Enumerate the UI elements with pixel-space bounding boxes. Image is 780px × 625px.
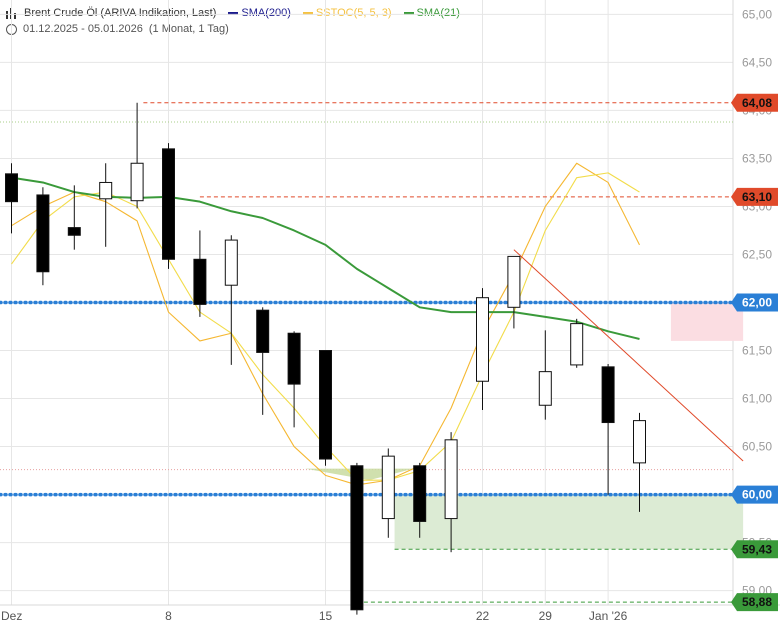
legend-sma200-swatch: [228, 11, 239, 15]
candle-down[interactable]: [162, 148, 175, 260]
candle-up[interactable]: [381, 455, 395, 520]
price-badge: [731, 187, 778, 206]
y-tick-label: 61,00: [742, 392, 772, 406]
legend-sstoc: SSTOC(5, 5, 3): [302, 7, 392, 19]
legend-sma200-label: SMA(200): [241, 7, 291, 19]
candle-up[interactable]: [507, 255, 521, 308]
y-tick-label: 61,50: [742, 344, 772, 358]
x-tick-label: 22: [476, 609, 490, 623]
y-tick-label: 65,00: [742, 7, 772, 21]
candle-down[interactable]: [193, 258, 207, 305]
date-range: 01.12.2025 - 05.01.2026: [23, 23, 143, 35]
legend-sma21-label: SMA(21): [416, 7, 460, 19]
y-tick-label: 64,50: [742, 55, 772, 69]
resistance-zone: [670, 302, 744, 341]
price-badge-label: 59,43: [742, 542, 772, 556]
price-badge: [731, 293, 778, 312]
price-badge-label: 58,88: [742, 595, 772, 609]
candle-down[interactable]: [256, 309, 270, 353]
price-badge-label: 60,00: [742, 488, 772, 502]
candle-down[interactable]: [413, 465, 427, 522]
candle-up[interactable]: [99, 181, 113, 200]
price-badge: [731, 93, 778, 112]
candle-up[interactable]: [570, 323, 584, 366]
candle-up[interactable]: [224, 239, 238, 286]
x-tick-label: 8: [165, 609, 172, 623]
y-tick-label: 63,50: [742, 151, 772, 165]
price-badge: [731, 485, 778, 504]
legend-sstoc-swatch: [302, 11, 313, 15]
price-badge-label: 63,10: [742, 190, 772, 204]
x-tick-label: Dez: [1, 609, 22, 623]
candle-down[interactable]: [350, 465, 364, 611]
x-tick-label: Jan '26: [589, 609, 628, 623]
price-badge-label: 62,00: [742, 296, 772, 310]
legend-sma21-swatch: [403, 11, 414, 15]
candle-down[interactable]: [67, 227, 81, 236]
candle-down[interactable]: [287, 332, 301, 385]
price-badge: [731, 593, 778, 612]
price-badge-label: 64,08: [742, 96, 772, 110]
sma21-line: [11, 176, 640, 340]
legend-sstoc-label: SSTOC(5, 5, 3): [315, 7, 392, 19]
candle-down[interactable]: [36, 194, 50, 273]
legend-sma21: SMA(21): [403, 7, 460, 19]
y-tick-label: 62,50: [742, 247, 772, 261]
candle-down[interactable]: [5, 173, 18, 203]
candle-up[interactable]: [633, 420, 646, 464]
legend-sma200: SMA(200): [228, 7, 291, 19]
candle-down[interactable]: [601, 366, 615, 424]
candle-up[interactable]: [130, 162, 144, 202]
y-tick-label: 60,50: [742, 440, 772, 454]
candle-down[interactable]: [319, 350, 332, 460]
trendline: [513, 249, 744, 462]
x-tick-label: 29: [539, 609, 553, 623]
sstoc-k-line: [11, 162, 640, 486]
price-badge: [731, 540, 778, 559]
candle-up[interactable]: [476, 297, 489, 382]
x-tick-label: 15: [319, 609, 333, 623]
candle-up[interactable]: [444, 439, 458, 520]
candle-up[interactable]: [538, 371, 552, 406]
